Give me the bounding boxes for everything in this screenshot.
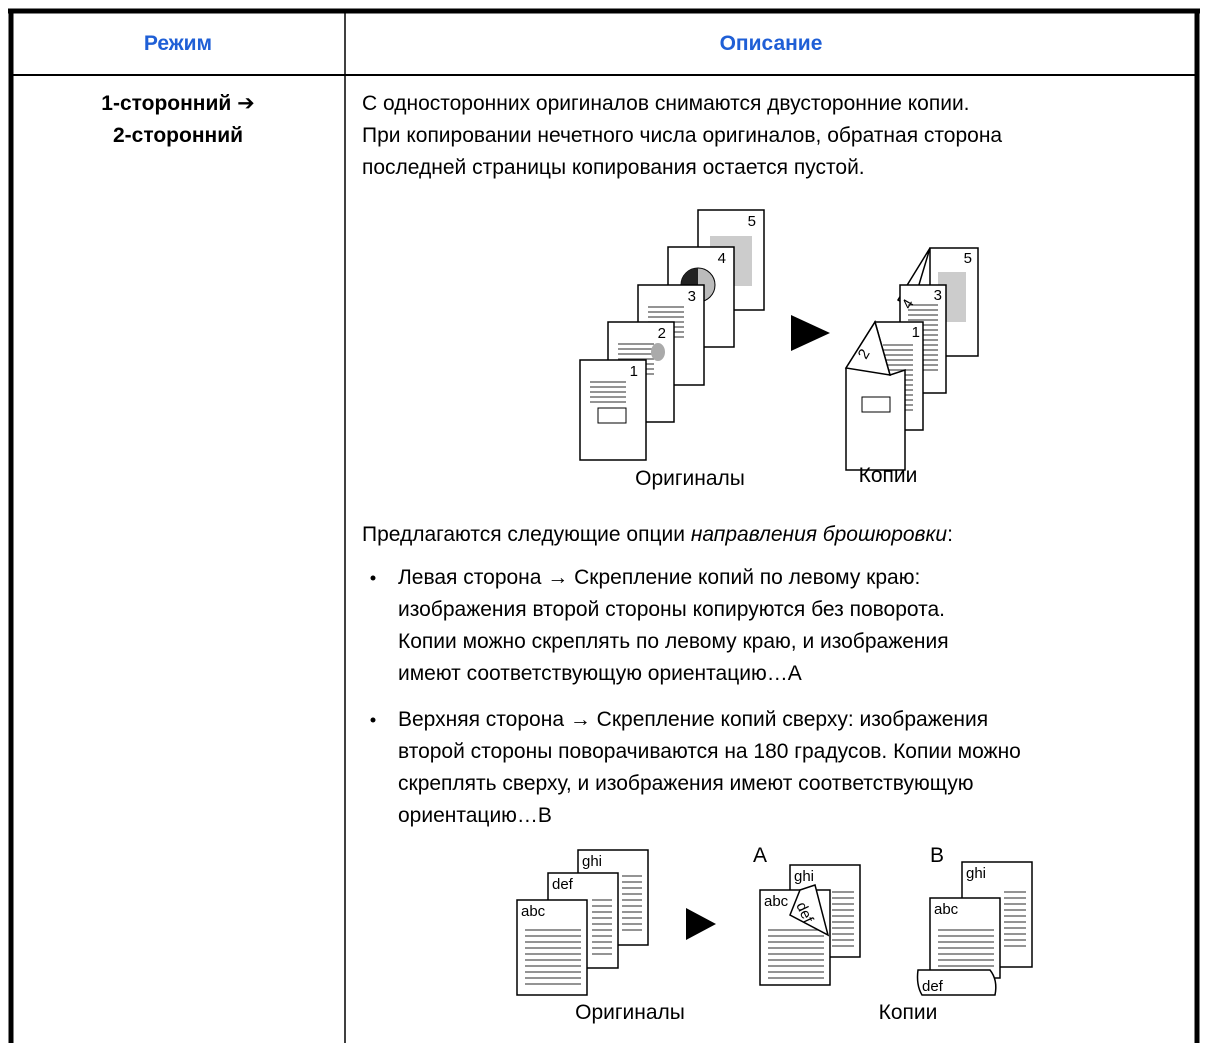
page-text: ghi	[582, 853, 602, 870]
bullet-list: Левая сторона → Скрепление копий по лево…	[370, 566, 1021, 827]
folded-corner	[789, 884, 830, 937]
page-number: 2	[658, 325, 666, 342]
intro-text: Предлагаются следующие опции	[362, 523, 691, 546]
bullet-line: Копии можно скреплять по левому краю, и …	[398, 630, 949, 653]
page-number: 4	[718, 250, 726, 267]
intro-text: :	[947, 523, 953, 546]
variant-label: B	[930, 844, 944, 867]
folded-corner	[844, 320, 892, 376]
description-line: последней страницы копирования остается …	[362, 156, 865, 179]
image-box	[597, 407, 627, 424]
bullet-line: второй стороны поворачиваются на 180 гра…	[398, 740, 1021, 763]
intro-line: Предлагаются следующие опции направления…	[362, 523, 953, 546]
figure-caption: Оригиналы	[575, 1001, 685, 1024]
bullet-line: изображения второй стороны копируются бе…	[398, 598, 945, 621]
page	[929, 897, 1001, 979]
folded-strip	[916, 969, 997, 996]
header-cell: Режим	[144, 32, 212, 55]
intro-italic: направления брошюровки	[691, 523, 948, 546]
bullet-line: ориентацию…B	[398, 804, 552, 827]
figure-caption: Оригиналы	[635, 467, 745, 490]
page-text: abc	[521, 903, 546, 920]
mode-text: 2-сторонний	[113, 124, 243, 147]
image-pie-slice	[681, 268, 698, 285]
mode-text: 1-сторонний ➔	[101, 92, 254, 115]
image-oval	[651, 343, 665, 361]
page-number: 5	[748, 213, 756, 230]
bullet-line: скреплять сверху, и изображения имеют со…	[398, 772, 974, 795]
header-cell: Описание	[720, 32, 823, 55]
arrow	[686, 908, 716, 940]
page-text: def	[552, 876, 574, 893]
arrow	[791, 315, 830, 351]
page-text: ghi	[794, 868, 814, 885]
page-text: abc	[934, 901, 959, 918]
bullet-line: Верхняя сторона → Скрепление копий сверх…	[398, 708, 988, 731]
page-number: 1	[912, 324, 920, 341]
page-number: 3	[934, 287, 942, 304]
page-number: 3	[688, 288, 696, 305]
figure-caption: Копии	[859, 464, 918, 487]
description-line: При копировании нечетного числа оригинал…	[362, 124, 1002, 147]
page-text: ghi	[966, 865, 986, 882]
bullet-line: имеют соответствующую ориентацию…A	[398, 662, 802, 685]
page-number: 5	[964, 250, 972, 267]
image-box	[861, 396, 891, 413]
bullet-dot	[370, 575, 376, 581]
bullet-dot	[370, 717, 376, 723]
figure-caption: Копии	[879, 1001, 938, 1024]
page-text: abc	[764, 893, 789, 910]
page-text: def	[922, 978, 944, 995]
bullet-line: Левая сторона → Скрепление копий по лево…	[398, 566, 920, 589]
page-number: 1	[630, 363, 638, 380]
description-line: С односторонних оригиналов снимаются дву…	[362, 92, 970, 115]
variant-label: A	[753, 844, 767, 867]
